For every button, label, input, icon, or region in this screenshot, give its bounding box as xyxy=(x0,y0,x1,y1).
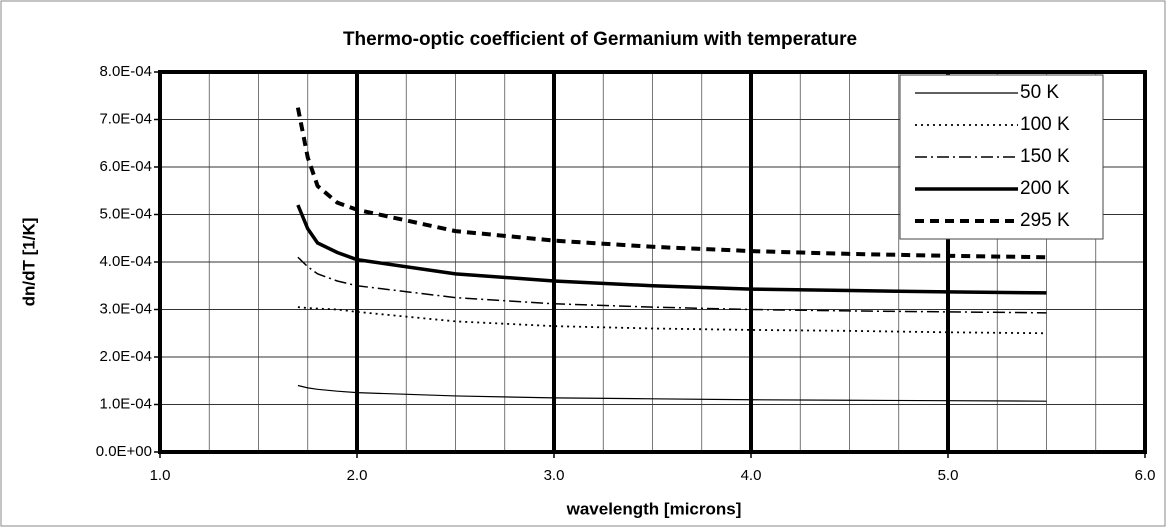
x-tick-label: 2.0 xyxy=(347,467,368,484)
plot-border xyxy=(158,70,1147,454)
y-tick-label: 1.0E-04 xyxy=(99,395,152,412)
y-axis-label: dn/dT [1/K] xyxy=(19,218,38,307)
x-tick-label: 4.0 xyxy=(741,467,762,484)
y-tick-label: 2.0E-04 xyxy=(99,348,152,365)
series-line xyxy=(297,384,1047,402)
y-tick-label: 0.0E+00 xyxy=(96,443,152,460)
x-tick-label: 5.0 xyxy=(938,467,959,484)
x-tick-label: 3.0 xyxy=(544,467,565,484)
x-axis-label: wavelength [microns] xyxy=(566,499,742,518)
y-tick-label: 8.0E-04 xyxy=(99,63,152,80)
legend-label: 200 K xyxy=(1020,178,1070,199)
legend-label: 295 K xyxy=(1020,210,1070,231)
series-line xyxy=(297,306,1047,335)
legend-label: 50 K xyxy=(1020,82,1059,103)
chart-title: Thermo-optic coefficient of Germanium wi… xyxy=(343,29,857,50)
y-tick-label: 4.0E-04 xyxy=(99,253,152,270)
legend-box xyxy=(899,74,1104,240)
x-tick-label: 6.0 xyxy=(1135,467,1156,484)
y-tick-label: 5.0E-04 xyxy=(99,205,152,222)
series-line xyxy=(295,107,1047,260)
legend-label: 100 K xyxy=(1020,114,1070,135)
y-tick-label: 6.0E-04 xyxy=(99,158,152,175)
series-line xyxy=(296,204,1047,295)
y-tick-label: 3.0E-04 xyxy=(99,300,152,317)
y-tick-label: 7.0E-04 xyxy=(99,110,152,127)
x-tick-label: 1.0 xyxy=(150,467,171,484)
series-line xyxy=(297,256,1047,314)
legend-label: 150 K xyxy=(1020,146,1070,167)
